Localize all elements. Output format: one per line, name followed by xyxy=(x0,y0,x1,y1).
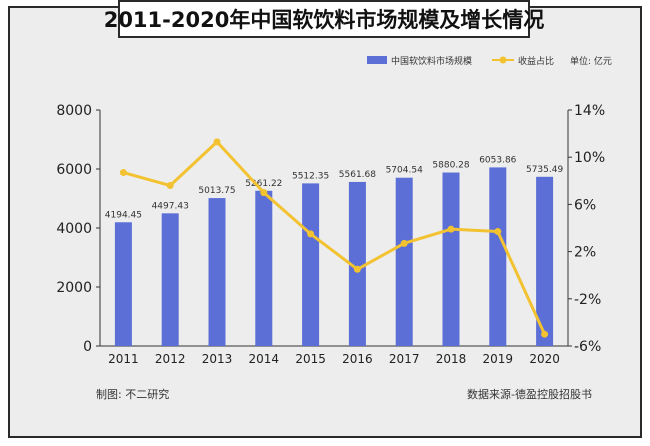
footer-credit: 制图: 不二研究 xyxy=(96,388,170,401)
bar xyxy=(255,190,273,346)
x-tick-label: 2020 xyxy=(529,352,560,366)
right-tick-label: 14% xyxy=(574,103,605,119)
line-point xyxy=(494,228,502,236)
bar xyxy=(536,176,554,346)
line-point xyxy=(400,239,408,247)
legend-line-marker xyxy=(499,56,507,64)
bar-value-label: 5704.54 xyxy=(386,166,423,176)
right-tick-label: 6% xyxy=(574,197,596,213)
line-point xyxy=(307,230,315,238)
bar-value-label: 4194.45 xyxy=(105,210,142,220)
right-tick-label: -2% xyxy=(574,292,601,308)
bar-value-label: 4497.43 xyxy=(152,201,189,211)
x-tick-label: 2019 xyxy=(483,352,514,366)
bar-value-label: 5512.35 xyxy=(292,171,329,181)
title-box: 2011-2020年中国软饮料市场规模及增长情况 xyxy=(104,0,544,38)
line-point xyxy=(213,138,221,146)
bar xyxy=(442,172,460,346)
right-tick-label: 10% xyxy=(574,150,605,166)
bar xyxy=(302,183,320,346)
left-tick-label: 2000 xyxy=(56,280,92,296)
right-tick-label: 2% xyxy=(574,245,596,261)
bar xyxy=(395,177,413,346)
bar xyxy=(208,198,226,346)
bar xyxy=(114,222,132,346)
x-tick-label: 2011 xyxy=(108,352,139,366)
line-point xyxy=(166,182,174,190)
bar-value-label: 5735.49 xyxy=(526,165,563,175)
line-series xyxy=(122,140,546,335)
legend-line-label: 收益占比 xyxy=(518,55,554,67)
legend-bar-label: 中国软饮料市场规模 xyxy=(391,55,472,67)
chart-frame: 0 2000 4000 6000 8000 -6% -2% 2% 6% 10% 14% 4194.45… xyxy=(8,6,642,438)
line-point xyxy=(119,169,127,177)
x-tick-label: 2012 xyxy=(155,352,186,366)
right-tick-label: -6% xyxy=(574,339,601,355)
bar xyxy=(348,181,366,346)
left-tick-label: 6000 xyxy=(56,162,92,178)
bar-value-label: 6053.86 xyxy=(479,155,516,165)
x-tick-label: 2015 xyxy=(295,352,326,366)
legend-bar-swatch xyxy=(367,56,387,64)
line-point xyxy=(353,265,361,273)
chart-svg: 0 2000 4000 6000 8000 -6% -2% 2% 6% 10% 14% 4194.45… xyxy=(56,55,612,366)
left-tick-label: 4000 xyxy=(56,221,92,237)
left-tick-label: 8000 xyxy=(56,103,92,119)
line-point xyxy=(260,189,268,197)
x-tick-label: 2018 xyxy=(436,352,467,366)
left-tick-label: 0 xyxy=(83,339,92,355)
line-point xyxy=(447,225,455,233)
bar-value-label: 5880.28 xyxy=(432,161,469,171)
bar xyxy=(161,213,179,346)
bar xyxy=(489,167,507,346)
x-tick-label: 2014 xyxy=(249,352,280,366)
footer-source: 数据来源-德盈控股招股书 xyxy=(467,388,592,401)
line-point xyxy=(541,330,549,338)
x-tick-label: 2017 xyxy=(389,352,420,366)
bar-value-label: 5013.75 xyxy=(198,186,235,196)
x-tick-label: 2013 xyxy=(202,352,233,366)
bar-value-label: 5561.68 xyxy=(339,170,376,180)
x-tick-label: 2016 xyxy=(342,352,373,366)
unit-label: 单位: 亿元 xyxy=(570,55,612,67)
bar-value-label: 5261.22 xyxy=(245,179,282,189)
chart-title: 2011-2020年中国软饮料市场规模及增长情况 xyxy=(103,8,545,32)
